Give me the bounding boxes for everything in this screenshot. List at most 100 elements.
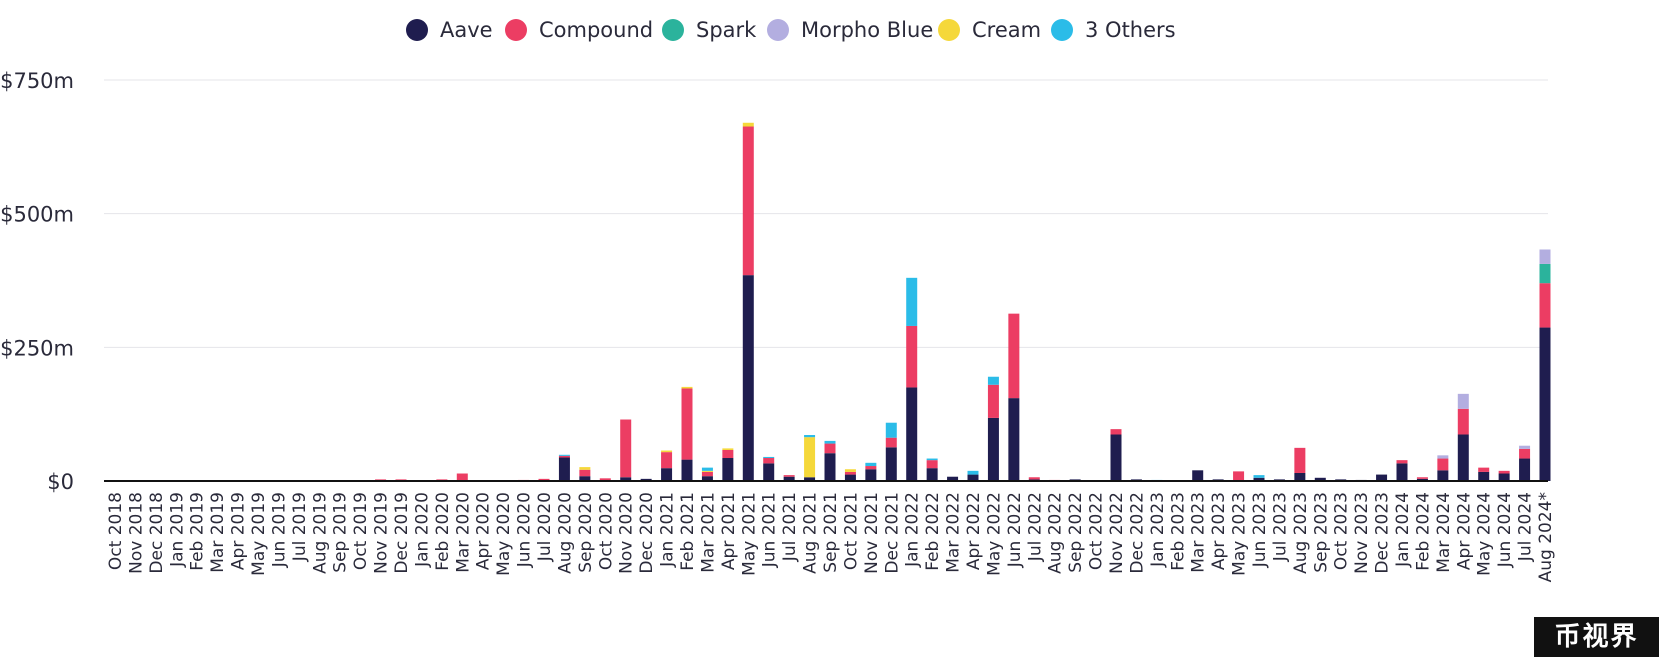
bar-segment — [1253, 475, 1265, 478]
bar-segment — [1253, 477, 1265, 481]
bar-segment — [742, 275, 754, 481]
bar-segment — [701, 471, 713, 477]
bar-segment — [906, 325, 918, 388]
x-tick-label: Mar 2020 — [453, 492, 473, 573]
x-tick-label: Apr 2024 — [1454, 492, 1474, 570]
bar-segment — [722, 449, 734, 459]
watermark-logo: 币视界 — [1534, 617, 1659, 657]
x-tick-label: Jan 2021 — [658, 492, 678, 568]
bar-segment — [661, 450, 673, 453]
x-tick-label: Jul 2024 — [1516, 492, 1536, 562]
x-tick-label: Jun 2023 — [1250, 492, 1270, 568]
legend-swatch — [406, 19, 428, 41]
x-tick-label: Mar 2023 — [1189, 492, 1209, 573]
bar-segment — [661, 468, 673, 481]
x-tick-label: Nov 2022 — [1107, 492, 1127, 574]
x-tick-label: Oct 2021 — [841, 492, 861, 570]
bar-segment — [987, 376, 999, 385]
legend-item: Morpho Blue — [767, 18, 933, 42]
legend-label: Spark — [696, 18, 757, 42]
bar-segment — [1008, 313, 1020, 399]
x-tick-label: May 2024 — [1475, 492, 1495, 576]
bar-segment — [783, 476, 795, 481]
bar-segment — [1396, 463, 1408, 481]
bar-segment — [1437, 470, 1449, 481]
bar-segment — [1539, 263, 1551, 284]
bar-segment — [987, 384, 999, 418]
bar-segment — [456, 473, 468, 481]
x-tick-label: Jan 2024 — [1393, 492, 1413, 568]
x-tick-label: Jul 2022 — [1025, 492, 1045, 562]
legend-item: Aave — [406, 18, 493, 42]
bar-segment — [579, 476, 591, 481]
bar-segment — [1028, 477, 1040, 480]
bar-segment — [579, 469, 591, 477]
y-tick-label: $750m — [0, 69, 74, 93]
x-tick-label: May 2019 — [249, 492, 269, 576]
bar-segment — [701, 467, 713, 471]
bar-segment — [1539, 249, 1551, 264]
bar-segment — [558, 455, 570, 458]
bar-segment — [1457, 393, 1469, 409]
legend-swatch — [505, 19, 527, 41]
x-tick-label: Apr 2019 — [229, 492, 249, 570]
bar-segment — [701, 470, 713, 472]
x-tick-label: Oct 2023 — [1332, 492, 1352, 570]
x-tick-label: Dec 2023 — [1373, 492, 1393, 574]
bar-segment — [1294, 472, 1306, 481]
x-tick-label: Jul 2023 — [1270, 492, 1290, 562]
x-tick-label: Mar 2024 — [1434, 492, 1454, 573]
x-tick-label: Jul 2021 — [780, 492, 800, 562]
bar-segment — [926, 458, 938, 461]
bar-segment — [722, 448, 734, 450]
legend-item: Spark — [662, 18, 757, 42]
bar-segment — [722, 458, 734, 481]
legend-swatch — [1051, 19, 1073, 41]
bar-segment — [987, 417, 999, 481]
x-tick-label: Aug 2024* — [1536, 492, 1556, 582]
x-tick-label: May 2023 — [1230, 492, 1250, 576]
x-tick-label: Apr 2023 — [1209, 492, 1229, 570]
x-tick-label: Dec 2019 — [392, 492, 412, 574]
x-tick-label: Aug 2023 — [1291, 492, 1311, 574]
bar-segment — [1519, 458, 1531, 481]
bar-segment — [885, 422, 897, 438]
bar-segment — [865, 462, 877, 467]
legend-label: Morpho Blue — [801, 18, 933, 42]
x-tick-label: Jun 2019 — [269, 492, 289, 568]
x-tick-label: Nov 2021 — [862, 492, 882, 574]
bar-segment — [804, 435, 816, 438]
x-tick-label: Oct 2020 — [596, 492, 616, 570]
bar-segment — [558, 457, 570, 481]
bars — [375, 122, 1551, 481]
bar-segment — [947, 476, 959, 481]
bar-segment — [1416, 478, 1428, 481]
x-tick-label: Nov 2020 — [617, 492, 637, 574]
bar-segment — [763, 463, 775, 481]
bar-segment — [1457, 434, 1469, 481]
x-tick-label: Feb 2021 — [678, 492, 698, 571]
bar-segment — [926, 460, 938, 469]
bar-segment — [844, 471, 856, 475]
x-tick-label: Dec 2021 — [882, 492, 902, 574]
x-tick-label: Jun 2021 — [760, 492, 780, 568]
bar-segment — [824, 443, 836, 454]
x-tick-label: Sep 2019 — [331, 492, 351, 573]
x-tick-label: Jan 2020 — [412, 492, 432, 568]
bar-segment — [1539, 283, 1551, 328]
x-tick-label: Aug 2020 — [555, 492, 575, 574]
x-tick-label: Oct 2019 — [351, 492, 371, 570]
x-tick-label: Nov 2018 — [126, 492, 146, 574]
x-tick-label: Dec 2018 — [147, 492, 167, 574]
bar-segment — [967, 474, 979, 481]
bar-segment — [701, 476, 713, 481]
bar-segment — [865, 466, 877, 470]
bar-segment — [783, 475, 795, 477]
x-tick-label: Feb 2020 — [433, 492, 453, 571]
bar-segment — [1233, 471, 1245, 481]
bar-segment — [640, 478, 652, 481]
x-tick-label: Sep 2020 — [576, 492, 596, 573]
bar-segment — [579, 467, 591, 470]
y-tick-label: $500m — [0, 203, 74, 227]
